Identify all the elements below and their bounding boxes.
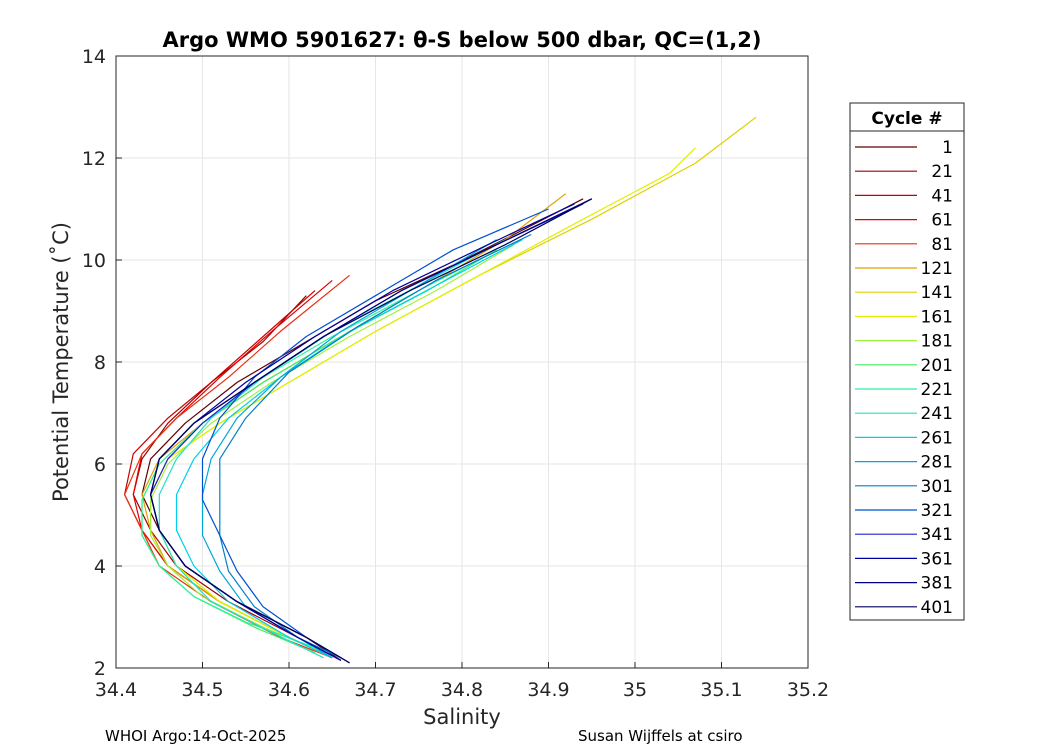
- legend-label-221: 221: [921, 380, 953, 400]
- legend-label-381: 381: [921, 574, 953, 594]
- legend-label-341: 341: [921, 525, 953, 545]
- series-line-261: [175, 239, 523, 659]
- y-axis-label: Potential Temperature (˚C): [49, 222, 73, 502]
- x-tick-label: 35: [623, 679, 647, 701]
- legend-title: Cycle #: [871, 109, 942, 129]
- legend-label-301: 301: [921, 477, 953, 497]
- series-line-301: [219, 233, 532, 659]
- legend-label-141: 141: [921, 283, 953, 303]
- legend-label-41: 41: [931, 186, 953, 206]
- y-tick-label: 10: [82, 250, 106, 272]
- y-tick-label: 14: [82, 46, 106, 68]
- legend-label-121: 121: [921, 259, 953, 279]
- y-tick-label: 2: [94, 658, 106, 680]
- series-line-321: [201, 208, 549, 659]
- series-layer: [123, 116, 757, 664]
- x-tick-label: 34.8: [441, 679, 483, 701]
- y-tick-label: 12: [82, 148, 106, 170]
- legend: Cycle # 12141618112114116118120122124126…: [849, 102, 965, 621]
- x-tick-label: 34.6: [268, 679, 310, 701]
- y-tick-label: 6: [94, 454, 106, 476]
- legend-label-1: 1: [942, 138, 953, 158]
- series-line-161: [150, 147, 696, 659]
- axis-ticks: 34.4 34.5 34.6 34.7 34.8 34.9 35 35.1 35.2 2 4 6 8 10…: [82, 46, 829, 701]
- footer-left: WHOI Argo:14-Oct-2025: [105, 727, 286, 745]
- x-tick-label: 35.1: [700, 679, 742, 701]
- x-tick-label: 34.5: [181, 679, 223, 701]
- legend-label-401: 401: [921, 598, 953, 618]
- legend-label-81: 81: [931, 235, 953, 255]
- legend-label-161: 161: [921, 307, 953, 327]
- series-line-181: [150, 244, 515, 654]
- series-line-401: [150, 198, 593, 664]
- legend-label-261: 261: [921, 428, 953, 448]
- x-tick-label: 34.7: [354, 679, 396, 701]
- legend-label-241: 241: [921, 404, 953, 424]
- legend-entries: 1214161811211411611812012212412612813013…: [855, 138, 953, 618]
- legend-label-61: 61: [931, 211, 953, 231]
- legend-label-201: 201: [921, 356, 953, 376]
- y-tick-label: 4: [94, 556, 106, 578]
- legend-label-281: 281: [921, 453, 953, 473]
- footer-right: Susan Wijffels at csiro: [578, 727, 743, 745]
- legend-label-181: 181: [921, 332, 953, 352]
- series-line-221: [141, 254, 489, 649]
- chart-title: Argo WMO 5901627: θ-S below 500 dbar, QC…: [163, 28, 762, 52]
- x-tick-label: 34.4: [95, 679, 137, 701]
- x-tick-label: 34.9: [527, 679, 569, 701]
- legend-label-321: 321: [921, 501, 953, 521]
- x-tick-label: 35.2: [787, 679, 829, 701]
- y-tick-label: 8: [94, 352, 106, 374]
- legend-label-361: 361: [921, 549, 953, 569]
- x-axis-label: Salinity: [423, 705, 501, 729]
- legend-label-21: 21: [931, 162, 953, 182]
